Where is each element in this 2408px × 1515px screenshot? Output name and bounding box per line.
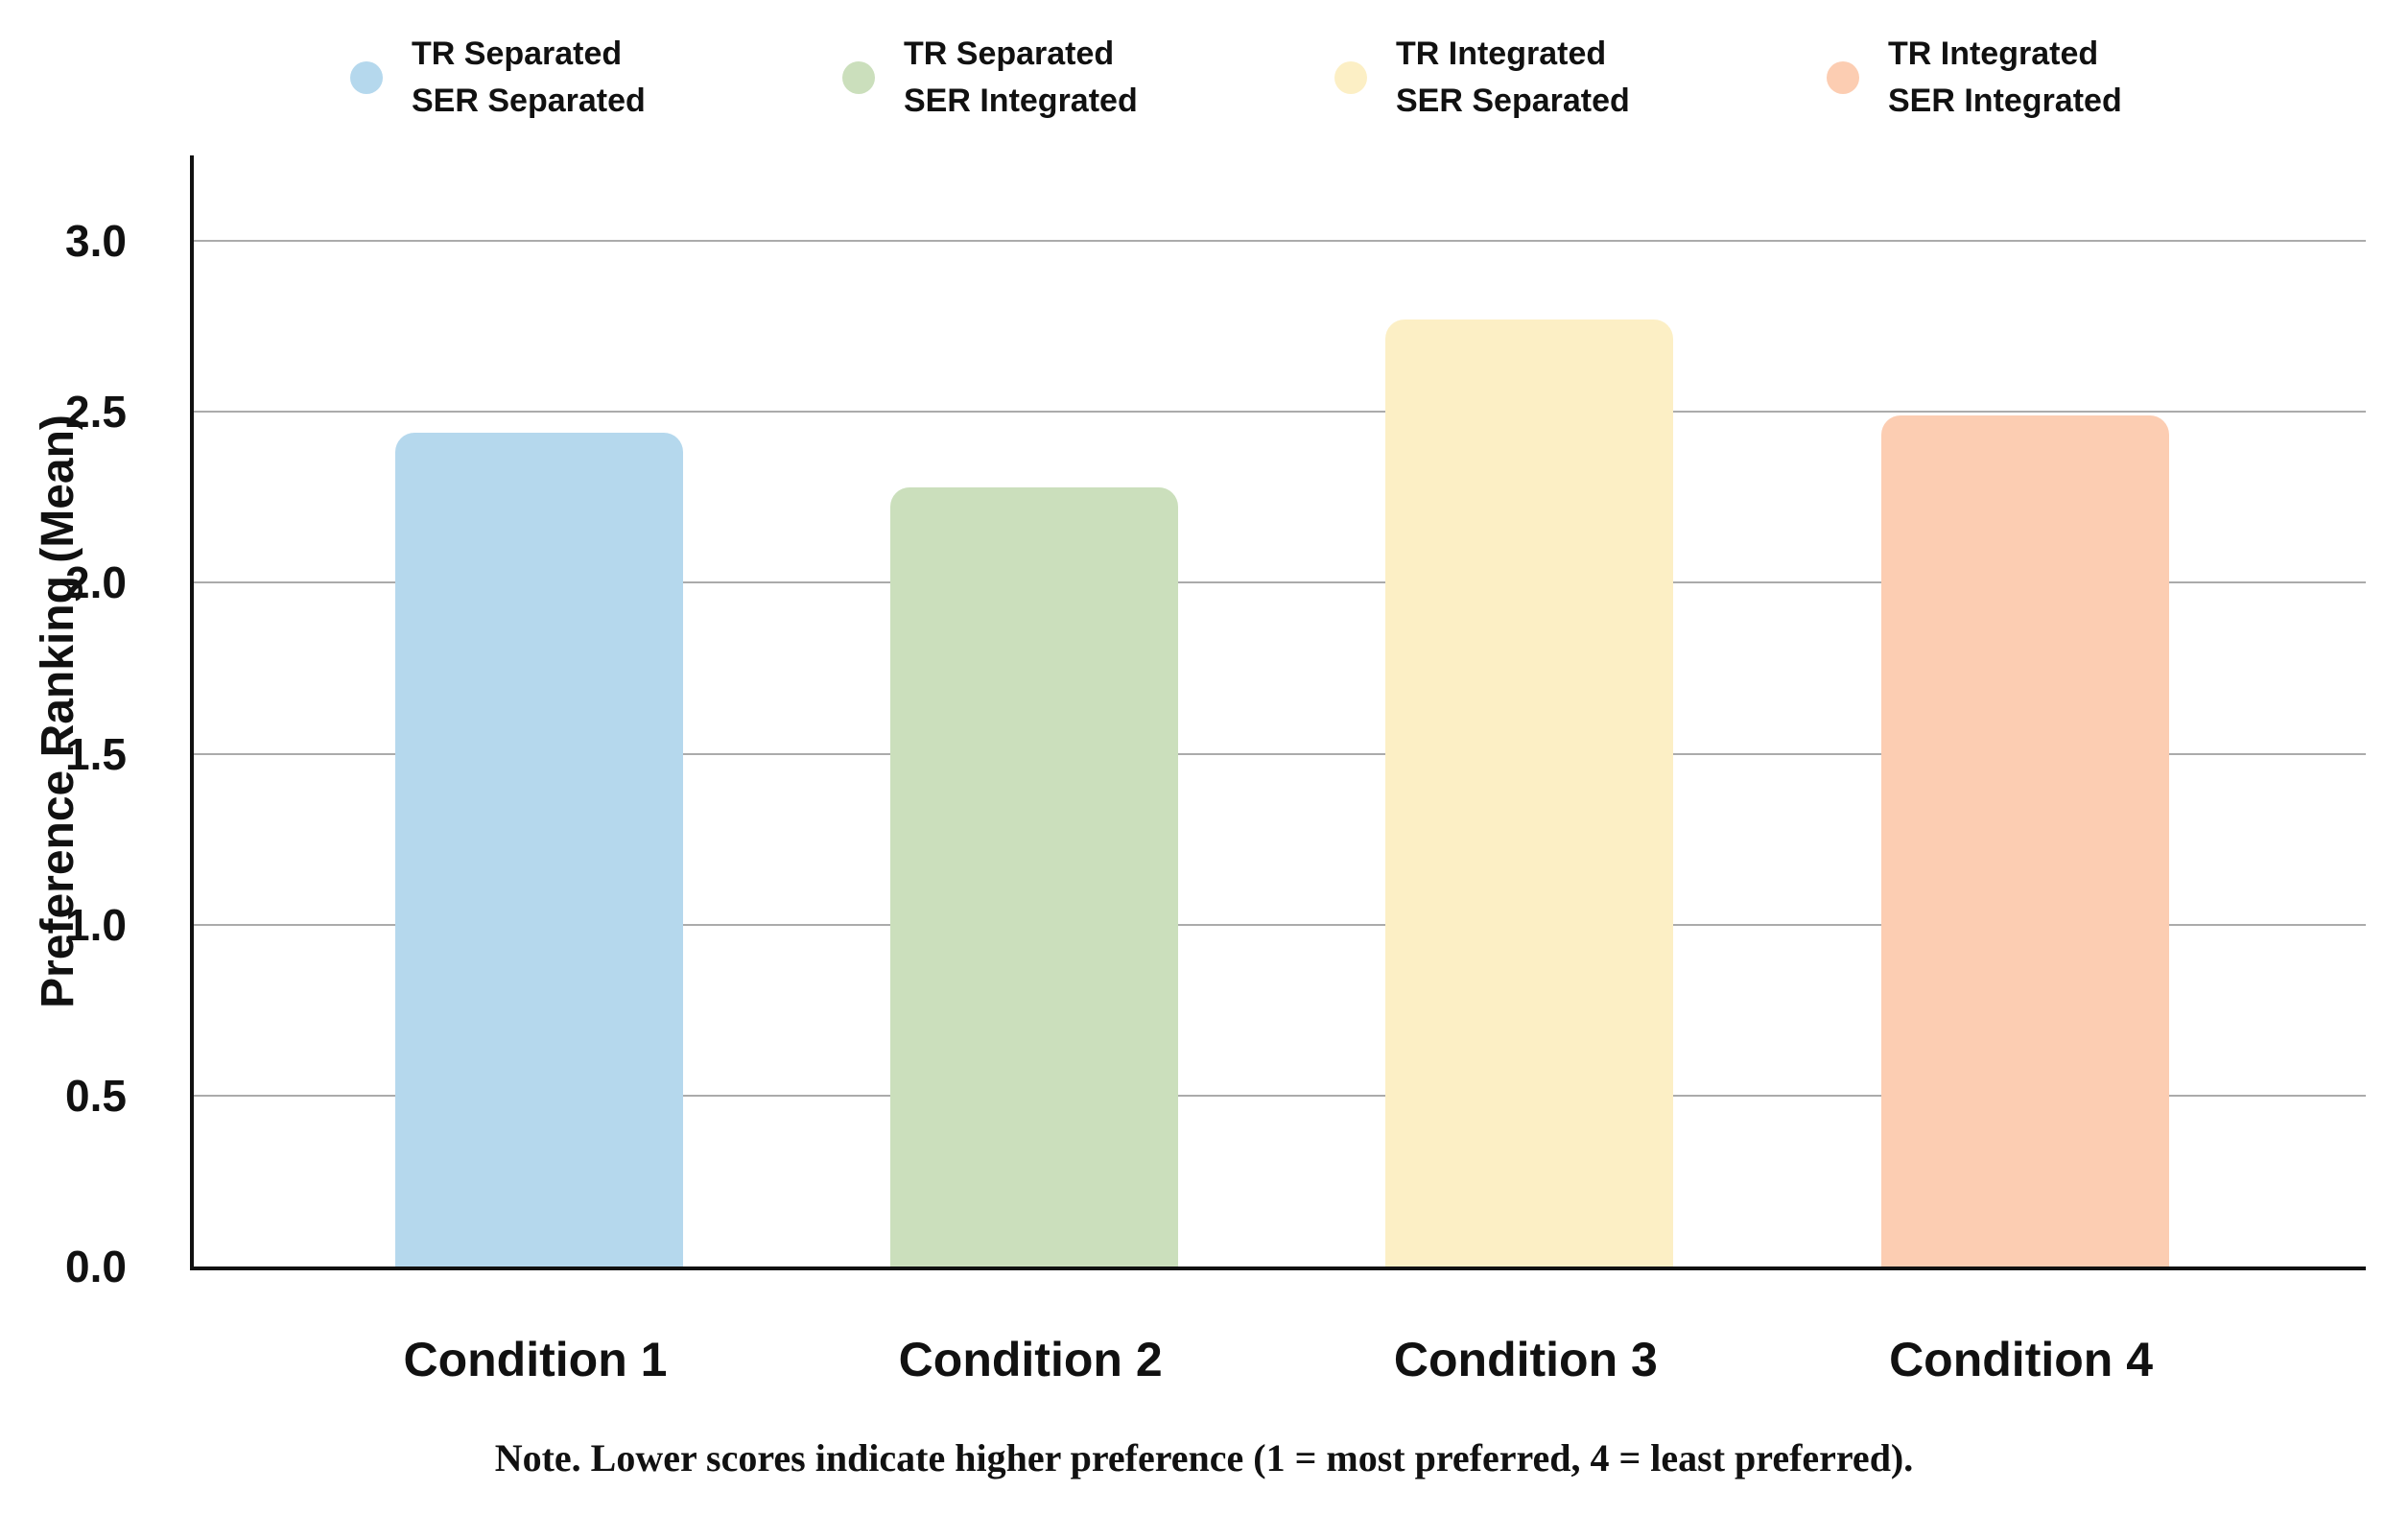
legend-dot-icon bbox=[842, 61, 875, 94]
gridline-y-2 bbox=[194, 581, 2366, 584]
y-tick-label-2.0: 2.0 bbox=[65, 557, 127, 608]
gridline-y-2.5 bbox=[194, 411, 2366, 414]
legend-label: TR Integrated SER Separated bbox=[1396, 35, 1630, 119]
gridline-y-0.5 bbox=[194, 1094, 2366, 1097]
y-tick-label-3.0: 3.0 bbox=[65, 216, 127, 267]
legend-item-2: TR Separated SER Integrated bbox=[842, 25, 1138, 130]
bar-condition-2 bbox=[890, 486, 1179, 1266]
plot-area: 0.0 0.5 1.0 1.5 2.0 2.5 3.0 bbox=[65, 155, 2366, 1291]
bar-condition-4 bbox=[1880, 414, 2169, 1266]
legend-label: TR Integrated SER Integrated bbox=[1888, 35, 2122, 119]
gridline-y-3 bbox=[194, 240, 2366, 243]
legend-dot-icon bbox=[1827, 61, 1859, 94]
legend-label: TR Separated SER Separated bbox=[412, 35, 646, 119]
y-tick-label-2.5: 2.5 bbox=[65, 387, 127, 438]
gridline-y-1.5 bbox=[194, 752, 2366, 755]
legend-item-3: TR Integrated SER Separated bbox=[1334, 25, 1630, 130]
bar-condition-1 bbox=[394, 432, 683, 1266]
legend-dot-icon bbox=[350, 61, 383, 94]
y-tick-label-1.5: 1.5 bbox=[65, 728, 127, 779]
legend-item-4: TR Integrated SER Integrated bbox=[1827, 25, 2122, 130]
legend-item-1: TR Separated SER Separated bbox=[350, 25, 646, 130]
bar-condition-3 bbox=[1385, 320, 1674, 1266]
chart-note: Note. Lower scores indicate higher prefe… bbox=[494, 1436, 1914, 1479]
legend-dot-icon bbox=[1334, 61, 1367, 94]
legend-label: TR Separated SER Integrated bbox=[904, 35, 1138, 119]
x-axis-label-4: Condition 4 bbox=[1889, 1333, 2154, 1386]
x-axis-label-3: Condition 3 bbox=[1393, 1333, 1658, 1386]
y-tick-label-0.0: 0.0 bbox=[65, 1242, 127, 1291]
gridline-y-1 bbox=[194, 923, 2366, 926]
x-axis-label-1: Condition 1 bbox=[403, 1333, 668, 1386]
x-axis-label-2: Condition 2 bbox=[898, 1333, 1163, 1386]
y-tick-label-0.5: 0.5 bbox=[65, 1070, 127, 1121]
y-tick-label-1.0: 1.0 bbox=[65, 899, 127, 950]
